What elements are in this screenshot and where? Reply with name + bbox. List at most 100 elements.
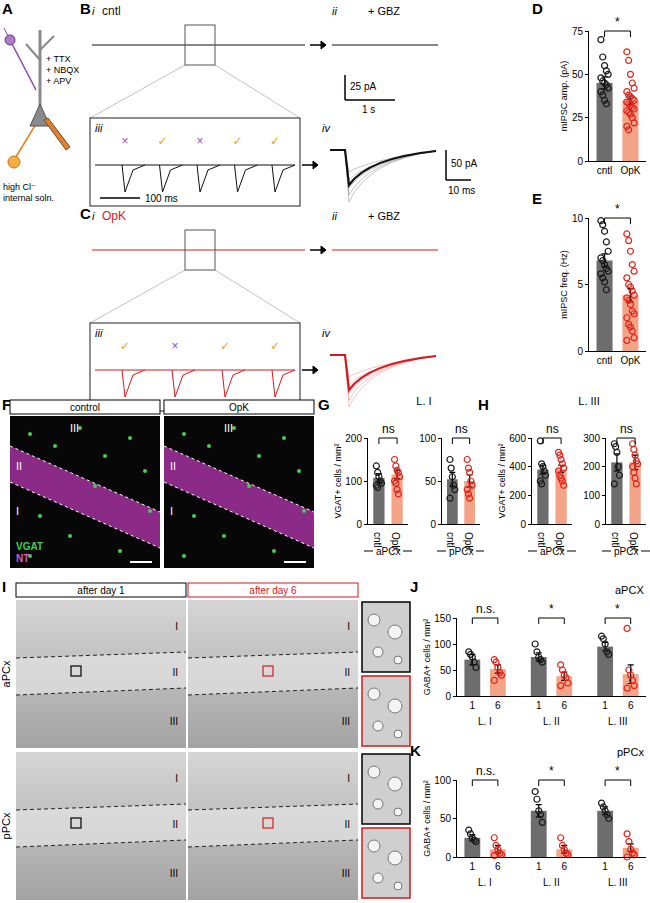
svg-text:✓: ✓ [220, 339, 230, 353]
svg-text:10: 10 [572, 213, 584, 224]
svg-text:aPCx: aPCx [0, 660, 12, 687]
svg-text:cntl: cntl [536, 532, 547, 548]
svg-text:II: II [344, 667, 350, 678]
svg-text:A: A [2, 0, 13, 17]
svg-text:1: 1 [602, 861, 608, 872]
svg-text:300: 300 [583, 433, 600, 444]
svg-text:i: i [92, 210, 95, 222]
svg-text:50: 50 [440, 665, 452, 676]
svg-text:200: 200 [509, 490, 526, 501]
svg-text:✓: ✓ [270, 339, 280, 353]
svg-text:25 pA: 25 pA [350, 81, 376, 92]
svg-text:75: 75 [572, 26, 584, 37]
svg-text:I: I [347, 621, 350, 632]
svg-text:0: 0 [594, 519, 600, 530]
svg-text:100: 100 [434, 639, 451, 650]
svg-text:OpK: OpK [620, 355, 640, 366]
svg-text:L. I: L. I [416, 395, 431, 407]
svg-text:0: 0 [356, 519, 362, 530]
svg-text:III: III [342, 868, 350, 879]
svg-text:I: I [175, 621, 178, 632]
svg-text:aPCX: aPCX [615, 584, 644, 596]
svg-text:after day 1: after day 1 [77, 585, 125, 596]
svg-text:100: 100 [419, 433, 436, 444]
svg-text:ns: ns [382, 422, 395, 436]
svg-text:+ APV: + APV [46, 76, 71, 86]
svg-text:II: II [16, 460, 22, 472]
svg-text:L. I: L. I [478, 877, 492, 888]
svg-text:200: 200 [345, 433, 362, 444]
svg-text:50 pA: 50 pA [451, 158, 477, 169]
svg-text:100: 100 [434, 775, 451, 786]
svg-text:pPCx: pPCx [617, 746, 644, 758]
svg-text:✓: ✓ [157, 134, 167, 148]
svg-text:cntl: cntl [102, 4, 121, 18]
svg-text:50: 50 [425, 476, 437, 487]
svg-text:5: 5 [577, 279, 583, 290]
svg-text:6: 6 [495, 700, 501, 711]
svg-text:I: I [347, 773, 350, 784]
svg-text:cntl: cntl [597, 355, 613, 366]
svg-text:K: K [410, 742, 421, 759]
svg-text:cntl: cntl [445, 532, 456, 548]
svg-text:cntl: cntl [372, 532, 383, 548]
svg-text:i: i [92, 5, 95, 17]
svg-text:G: G [318, 396, 330, 413]
svg-text:×: × [196, 134, 203, 148]
svg-text:iv: iv [322, 327, 331, 339]
svg-text:n.s.: n.s. [476, 602, 495, 616]
svg-text:J: J [410, 578, 418, 595]
svg-text:*: * [615, 202, 620, 216]
svg-text:III: III [224, 422, 233, 434]
svg-text:aPCx: aPCx [540, 546, 564, 557]
svg-text:OpK: OpK [390, 532, 401, 552]
svg-text:iii: iii [95, 327, 103, 339]
svg-text:6: 6 [561, 700, 567, 711]
svg-text:II: II [170, 460, 176, 472]
svg-text:*: * [615, 764, 620, 778]
svg-text:aPCx: aPCx [376, 546, 400, 557]
svg-text:pPCx: pPCx [614, 546, 638, 557]
svg-text:OpK: OpK [102, 209, 126, 223]
svg-text:II: II [344, 819, 350, 830]
svg-text:+ GBZ: + GBZ [368, 5, 400, 17]
svg-text:ns: ns [455, 422, 468, 436]
svg-text:III: III [170, 868, 178, 879]
svg-text:1 s: 1 s [362, 104, 375, 115]
svg-text:NT: NT [16, 553, 29, 564]
svg-text:+ TTX: + TTX [46, 54, 71, 64]
svg-text:control: control [70, 402, 100, 413]
svg-text:GABA+ cells / mm²: GABA+ cells / mm² [422, 780, 432, 856]
svg-text:iii: iii [95, 122, 103, 134]
svg-text:L. III: L. III [608, 716, 627, 727]
svg-text:VGAT+ cells / mm²: VGAT+ cells / mm² [333, 443, 343, 518]
svg-text:I: I [16, 505, 19, 517]
svg-text:25: 25 [572, 112, 584, 123]
svg-text:*: * [549, 764, 554, 778]
svg-text:1: 1 [536, 700, 542, 711]
svg-text:0: 0 [430, 519, 436, 530]
svg-text:OpK: OpK [628, 532, 639, 552]
svg-text:×: × [121, 134, 128, 148]
svg-text:1: 1 [536, 861, 542, 872]
svg-text:VGAT: VGAT [16, 541, 43, 552]
svg-text:iv: iv [322, 122, 331, 134]
svg-text:100: 100 [583, 490, 600, 501]
svg-text:C: C [80, 205, 91, 222]
svg-text:mIPSC freq. (Hz): mIPSC freq. (Hz) [559, 250, 569, 319]
svg-text:cntl: cntl [597, 165, 613, 176]
svg-text:pPCx: pPCx [449, 546, 473, 557]
svg-text:H: H [478, 396, 489, 413]
svg-text:600: 600 [509, 433, 526, 444]
svg-text:VGAT+ cells / mm²: VGAT+ cells / mm² [497, 443, 507, 518]
svg-text:+ NBQX: + NBQX [46, 65, 79, 75]
svg-text:L. III: L. III [578, 395, 599, 407]
svg-text:*: * [615, 15, 620, 29]
svg-text:L. II: L. II [543, 716, 560, 727]
svg-text:6: 6 [628, 700, 634, 711]
svg-text:0: 0 [577, 156, 583, 167]
svg-text:ns: ns [620, 422, 633, 436]
svg-text:III: III [170, 716, 178, 727]
svg-text:0: 0 [577, 346, 583, 357]
svg-text:pPCx: pPCx [0, 812, 12, 839]
